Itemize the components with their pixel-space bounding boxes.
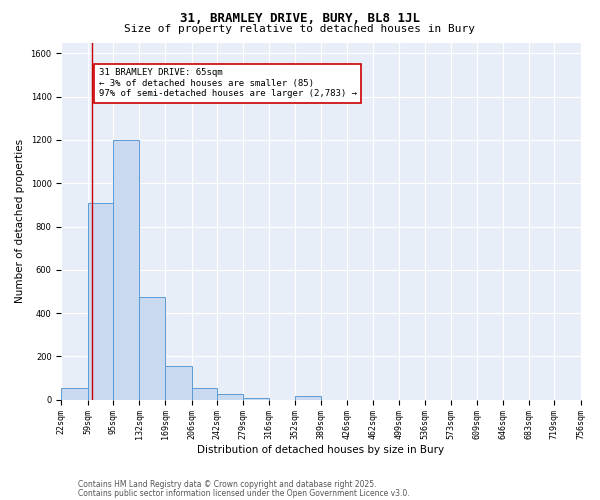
Text: Contains HM Land Registry data © Crown copyright and database right 2025.: Contains HM Land Registry data © Crown c… — [78, 480, 377, 489]
Bar — [88, 202, 113, 400]
Bar — [295, 396, 321, 400]
Text: Contains public sector information licensed under the Open Government Licence v3: Contains public sector information licen… — [78, 488, 410, 498]
Text: Size of property relative to detached houses in Bury: Size of property relative to detached ho… — [125, 24, 476, 34]
Bar — [61, 388, 88, 400]
Text: 31 BRAMLEY DRIVE: 65sqm
← 3% of detached houses are smaller (85)
97% of semi-det: 31 BRAMLEY DRIVE: 65sqm ← 3% of detached… — [99, 68, 357, 98]
Bar — [217, 394, 243, 400]
Text: 31, BRAMLEY DRIVE, BURY, BL8 1JL: 31, BRAMLEY DRIVE, BURY, BL8 1JL — [180, 12, 420, 26]
X-axis label: Distribution of detached houses by size in Bury: Distribution of detached houses by size … — [197, 445, 445, 455]
Y-axis label: Number of detached properties: Number of detached properties — [15, 139, 25, 303]
Bar — [166, 366, 191, 400]
Bar — [113, 140, 139, 400]
Bar — [139, 297, 166, 400]
Bar — [243, 398, 269, 400]
Bar — [191, 388, 217, 400]
